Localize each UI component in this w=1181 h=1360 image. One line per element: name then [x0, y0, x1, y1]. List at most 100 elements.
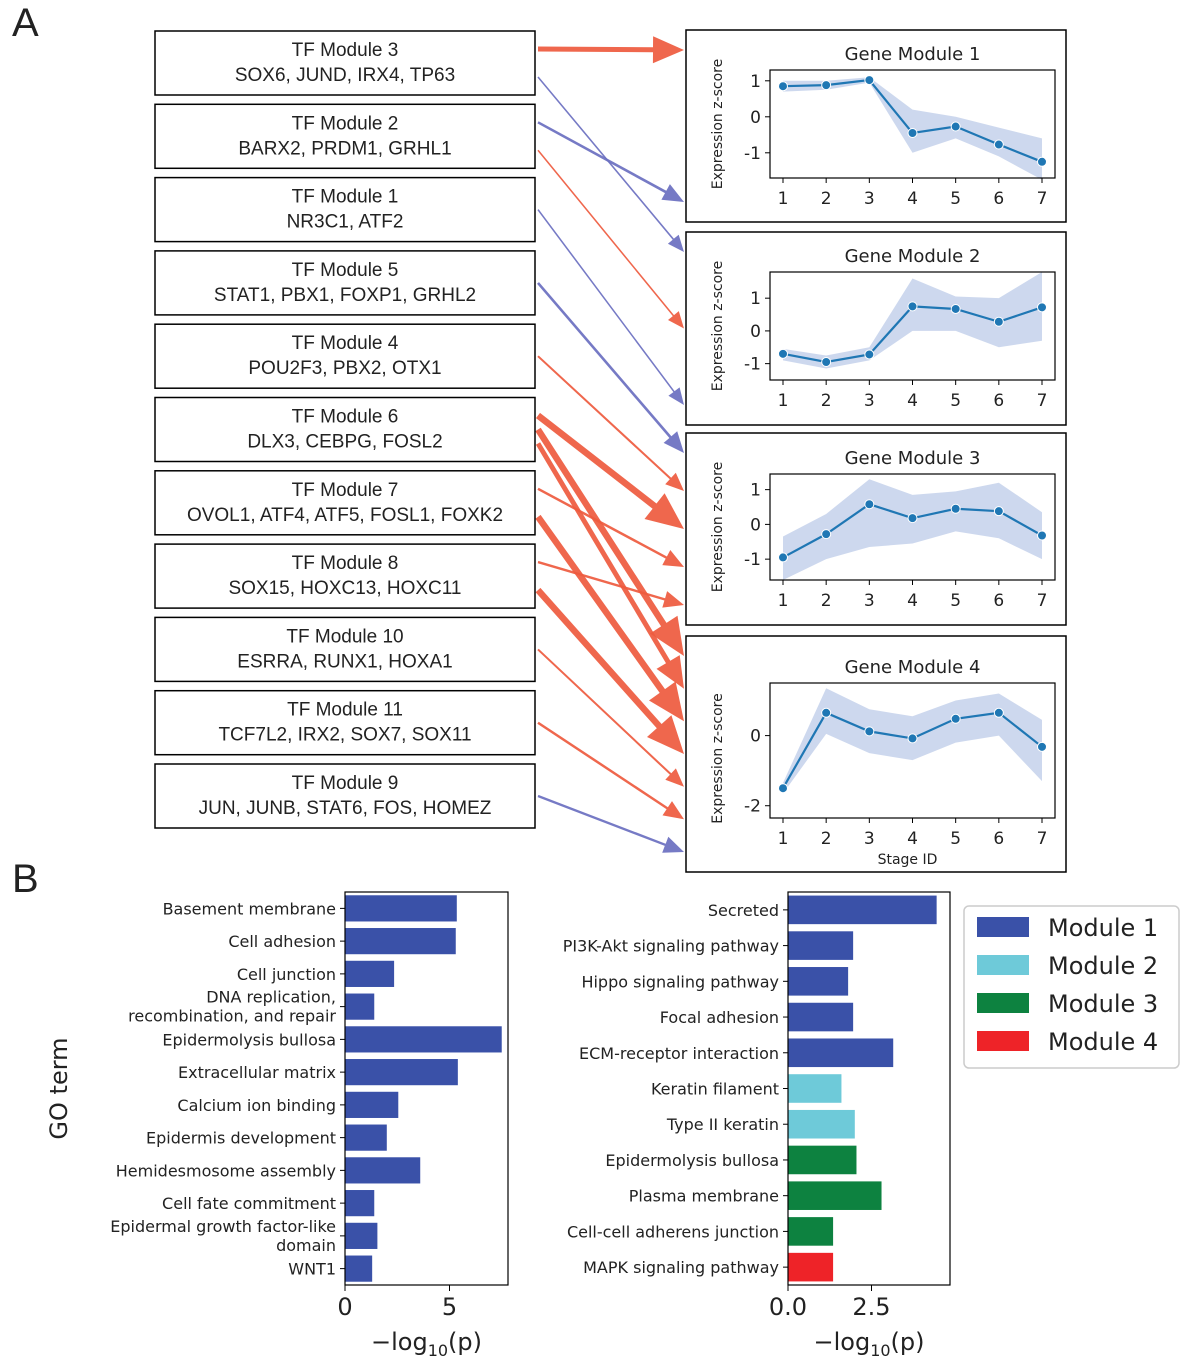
data-point [907, 301, 918, 312]
data-point [993, 506, 1004, 517]
regulation-arrow [537, 721, 684, 820]
go-term-label: Basement membrane [163, 899, 336, 918]
go-term-label: Plasma membrane [629, 1187, 779, 1206]
data-point [864, 499, 875, 510]
go-bar [788, 931, 854, 960]
tf-module-box: TF Module 3 SOX6, JUND, IRX4, TP63 [154, 30, 536, 96]
tf-module-frame [154, 470, 536, 536]
data-point [778, 348, 788, 359]
go-bar [345, 1091, 399, 1118]
tf-module-title: TF Module 8 [292, 553, 399, 574]
data-point [950, 303, 961, 314]
data-point [1037, 302, 1047, 313]
go-bar [345, 1157, 421, 1184]
go-term-label: DNA replication, [206, 988, 336, 1007]
y-tick-label: 0 [750, 727, 761, 747]
go-bar [788, 1038, 894, 1068]
regulation-arrow [535, 442, 684, 689]
go-term-label: Extracellular matrix [178, 1063, 336, 1082]
go-term-label: Hippo signaling pathway [581, 972, 779, 991]
tf-module-genes: BARX2, PRDM1, GRHL1 [238, 138, 451, 159]
tf-module-frame [154, 250, 536, 316]
data-point [907, 733, 918, 744]
tf-module-box: TF Module 11 TCF7L2, IRX2, SOX7, SOX11 [154, 689, 536, 756]
data-point [993, 707, 1004, 718]
tf-module-frame [154, 323, 536, 389]
x-tick-label: 5 [950, 591, 961, 611]
y-tick-label: -1 [744, 550, 761, 570]
go-term-label: MAPK signaling pathway [583, 1258, 779, 1277]
legend-frame [963, 905, 1180, 1069]
tf-module-box: TF Module 1 NR3C1, ATF2 [154, 176, 536, 243]
x-tick-label: 5 [950, 829, 961, 849]
axes-frame [344, 891, 509, 1286]
confidence-band [783, 479, 1042, 580]
x-tick-label: 2 [821, 391, 832, 411]
tf-module-title: TF Module 7 [292, 480, 399, 501]
legend-label: Module 2 [1048, 952, 1158, 980]
regulation-arrow [536, 412, 684, 529]
go-term-label: Epidermis development [146, 1129, 336, 1148]
go-bar [788, 895, 937, 925]
tf-module-title: TF Module 10 [286, 626, 403, 647]
tf-module-frame [154, 543, 536, 609]
regulation-arrow [537, 794, 684, 853]
x-tick-label: 5 [950, 189, 961, 209]
go-term-label: Epidermal growth factor-like [110, 1217, 336, 1236]
x-tick-label: 2.5 [852, 1293, 890, 1321]
tf-module-genes: OVOL1, ATF4, ATF5, FOSL1, FOXK2 [187, 505, 503, 526]
x-tick-label: 5 [950, 391, 961, 411]
regulation-arrow [535, 514, 684, 722]
regulation-arrow [537, 121, 684, 202]
y-tick-label: 0 [750, 515, 761, 535]
regulation-arrows [535, 36, 684, 853]
regulation-arrow [537, 76, 684, 252]
tf-module-frame [154, 396, 536, 463]
go-term-label: recombination, and repair [128, 1007, 336, 1026]
go-term-label: Cell fate commitment [162, 1194, 336, 1213]
go-term-label: Focal adhesion [660, 1008, 779, 1027]
data-point [864, 349, 875, 360]
data-point [864, 75, 875, 86]
go-term-label: Cell adhesion [228, 932, 336, 951]
gene-module-title: Gene Module 4 [845, 657, 981, 678]
x-tick-label: 4 [907, 591, 918, 611]
x-tick-label: 4 [907, 829, 918, 849]
x-tick-label: 6 [993, 829, 1004, 849]
go-bar [788, 1002, 854, 1032]
tf-module-genes: NR3C1, ATF2 [287, 212, 404, 233]
go-bar [788, 1252, 834, 1282]
tf-module-box: TF Module 8 SOX15, HOXC13, HOXC11 [154, 543, 536, 609]
data-point [993, 316, 1004, 327]
go-bar [345, 993, 375, 1020]
gene-module-title: Gene Module 3 [845, 448, 981, 469]
gene-module-panel: Gene Module 2 1 2 3 4 5 6 7 1 0 -1 Expression z-sco… [685, 231, 1067, 426]
regulation-arrow [538, 36, 684, 64]
go-bar [788, 1109, 855, 1139]
x-tick-label: 7 [1037, 391, 1048, 411]
x-tick-label: 4 [907, 189, 918, 209]
y-tick-label: 1 [750, 481, 761, 501]
tf-module-box: TF Module 4 POU2F3, PBX2, OTX1 [154, 323, 536, 389]
y-tick-label: 0 [750, 322, 761, 342]
module-legend: Module 1 Module 2 Module 3 Module 4 [963, 905, 1180, 1069]
x-tick-label: 1 [778, 391, 789, 411]
go-term-label: Secreted [708, 901, 779, 920]
go-bar [788, 1181, 882, 1210]
go-bar-chart-left: Basement membrane Cell adhesion Cell junct… [45, 891, 509, 1360]
tf-module-title: TF Module 11 [287, 700, 403, 721]
data-point [821, 529, 832, 540]
axes-frame [787, 891, 951, 1286]
x-tick-label: 2 [821, 591, 832, 611]
data-point [950, 503, 961, 514]
go-bar [345, 1059, 458, 1086]
regulation-arrow [537, 209, 684, 405]
go-term-label: Calcium ion binding [177, 1096, 336, 1115]
go-term-label: Epidermolysis bullosa [162, 1030, 336, 1049]
x-tick-label: 2 [821, 189, 832, 209]
data-point [950, 121, 961, 132]
data-point [778, 783, 788, 794]
x-tick-label: 3 [864, 829, 875, 849]
